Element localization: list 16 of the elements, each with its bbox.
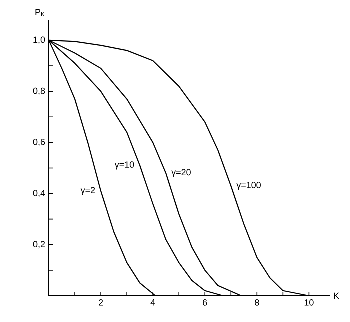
y-tick-label: 1,0: [34, 36, 46, 44]
x-tick-label: 8: [255, 300, 260, 306]
y-tick-label: 0,4: [33, 190, 46, 198]
series-label: γ=100: [236, 182, 261, 190]
x-tick-label: 2: [99, 300, 104, 306]
series-label: γ=2: [80, 187, 96, 196]
y-tick-label: 0,2: [33, 241, 46, 249]
series-label: γ=20: [172, 169, 191, 178]
y-tick-label: 0,8: [33, 88, 46, 96]
x-axis-title: K: [334, 292, 340, 300]
x-tick-label: 10: [304, 300, 314, 306]
series-label: γ=10: [114, 162, 134, 170]
x-tick-label: 6: [203, 300, 208, 306]
x-tick-label: 4: [150, 300, 156, 306]
y-axis-title: P$_{K}$: [36, 9, 45, 16]
y-tick-label: 0,6: [33, 138, 46, 146]
